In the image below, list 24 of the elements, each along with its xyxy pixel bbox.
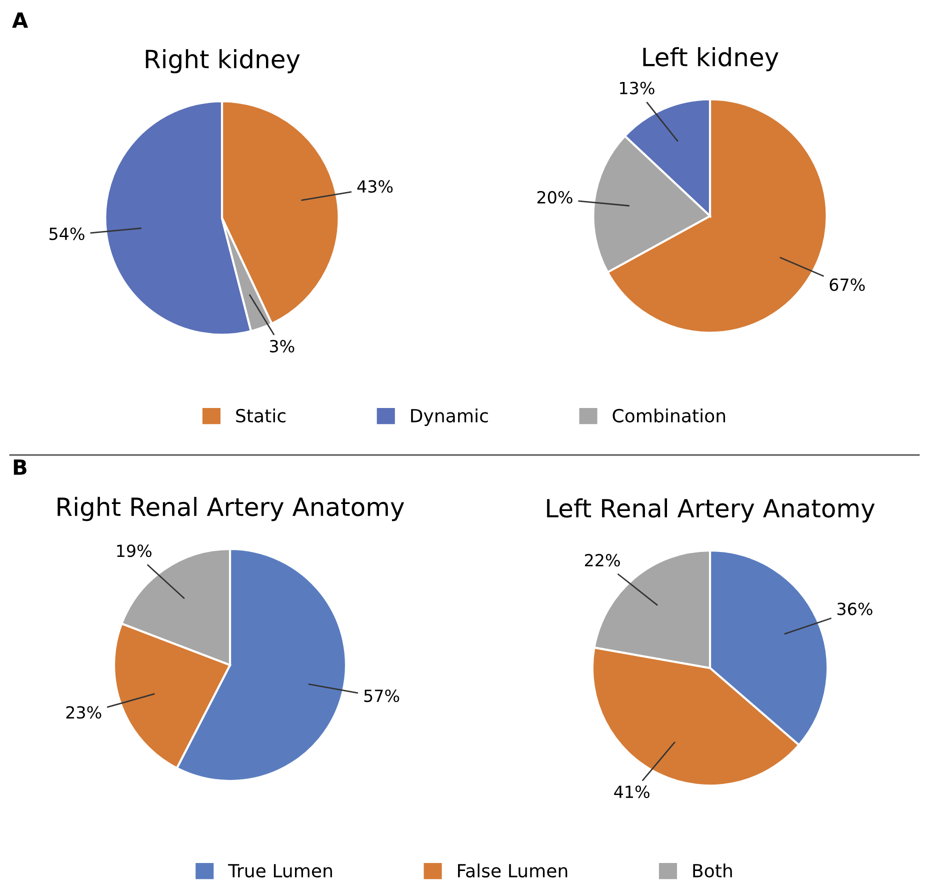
data-label: 13% <box>620 82 654 94</box>
data-label: 43% <box>357 180 393 193</box>
text: A <box>12 12 28 28</box>
data-label: 20% <box>537 190 572 204</box>
chart-title: Left Renal Artery Anatomy <box>547 498 875 522</box>
chart-title: Left kidney <box>643 47 778 72</box>
chart-title: Right kidney <box>146 49 300 74</box>
data-label: 3% <box>270 340 294 353</box>
data-label: 22% <box>584 554 620 567</box>
legend-label: Static <box>236 408 286 423</box>
legend-label: Dynamic <box>411 408 488 426</box>
data-label: 23% <box>66 706 102 719</box>
legend-label: True Lumen <box>228 864 332 878</box>
legend-label: Combination <box>612 408 726 423</box>
data-label: 57% <box>364 690 400 702</box>
data-label: 67% <box>830 278 865 291</box>
data-label: 36% <box>838 602 872 616</box>
text: B <box>14 460 26 475</box>
data-label: 54% <box>50 228 84 240</box>
legend-label: False Lumen <box>458 864 568 878</box>
data-label: 41% <box>614 786 650 798</box>
chart-title: Right Renal Artery Anatomy <box>58 496 404 522</box>
legend-label: Both <box>693 864 732 878</box>
data-label: 19% <box>117 544 152 558</box>
